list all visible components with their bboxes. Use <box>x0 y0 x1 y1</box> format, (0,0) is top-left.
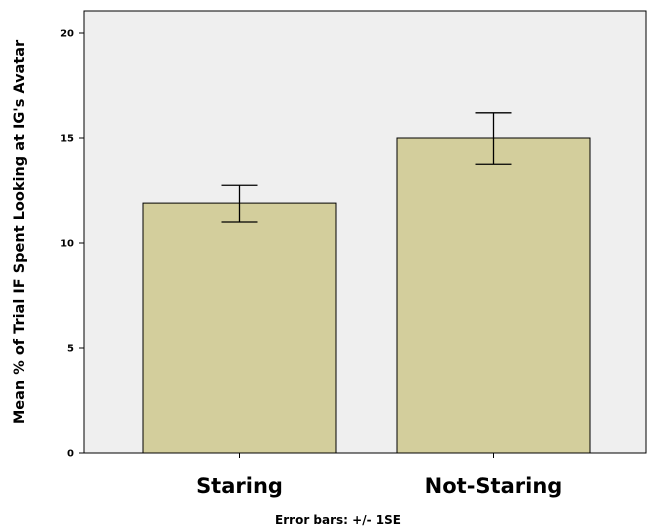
y-tick-label: 15 <box>60 134 74 145</box>
bar-not-staring <box>396 137 591 454</box>
y-tick-label: 0 <box>67 449 74 460</box>
error-bars-layer <box>221 112 512 223</box>
y-axis: 0 5 10 15 20 <box>60 29 84 460</box>
y-tick-label: 10 <box>60 239 74 250</box>
x-tick-label-staring: Staring <box>196 474 283 498</box>
footnote: Error bars: +/- 1SE <box>275 513 401 527</box>
error-bar-not-staring <box>475 112 512 165</box>
error-bar-staring <box>221 184 258 223</box>
x-axis: Staring Not-Staring <box>196 453 562 498</box>
y-axis-label: Mean % of Trial IF Spent Looking at IG's… <box>12 39 28 424</box>
y-tick-label: 5 <box>67 344 74 355</box>
x-tick-label-not-staring: Not-Staring <box>425 474 563 498</box>
y-tick-label: 20 <box>60 29 74 40</box>
bar-staring <box>142 202 337 454</box>
